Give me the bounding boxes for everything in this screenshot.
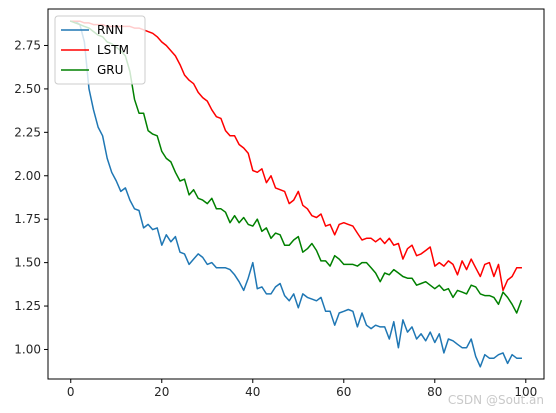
y-tick-label: 2.25 [14,125,41,139]
x-tick-label: 80 [427,385,442,399]
legend: RNN LSTM GRU [54,15,146,85]
y-tick-label: 1.25 [14,299,41,313]
legend-label-rnn: RNN [97,23,123,37]
series-lines [69,20,523,368]
y-tick-label: 2.00 [14,169,41,183]
x-tick-label: 0 [67,385,75,399]
series-line-gru [69,20,523,314]
x-tick-label: 40 [245,385,260,399]
legend-label-gru: GRU [97,63,123,77]
y-tick-label: 2.75 [14,38,41,52]
x-axis-ticks: 0 20 40 60 80 100 [67,379,537,399]
legend-box [54,15,146,85]
x-tick-label: 100 [514,385,537,399]
x-tick-label: 60 [336,385,351,399]
y-tick-label: 2.50 [14,82,41,96]
series-line-lstm [70,20,522,292]
watermark-text: CSDN @Sout.an [447,393,544,407]
y-tick-label: 1.50 [14,256,41,270]
x-tick-label: 20 [154,385,169,399]
y-tick-label: 1.75 [14,212,41,226]
y-tick-label: 1.00 [14,342,41,356]
plot-frame [47,8,545,380]
y-axis-ticks: 1.00 1.25 1.50 1.75 2.00 2.25 2.50 2.75 [14,38,48,356]
legend-label-lstm: LSTM [97,43,129,57]
series-line-rnn [70,20,522,368]
